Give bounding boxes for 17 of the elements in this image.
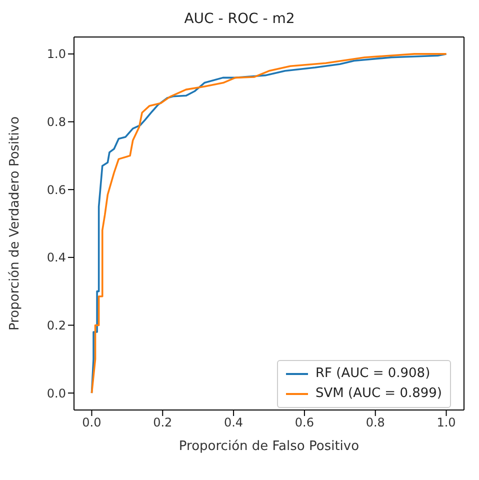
y-tick-label: 1.0 [46,47,66,62]
y-tick-label: 0.8 [46,115,66,130]
y-axis-title: Proporción de Verdadero Positivo [8,116,23,331]
y-tick-label: 0.6 [46,182,66,197]
x-axis-title: Proporción de Falso Positivo [178,439,360,454]
y-tick-label: 0.4 [46,250,66,265]
x-tick-label: 1.0 [436,416,456,430]
x-tick-label: 0.0 [82,416,102,430]
x-tick-label: 0.4 [224,416,244,430]
y-tick-label: 0.0 [46,386,66,400]
x-tick-label: 0.2 [153,416,172,430]
x-tick-label: 0.8 [366,416,385,430]
x-tick-label: 0.6 [294,416,314,430]
chart-title: AUC - ROC - m2 [183,10,296,29]
y-tick-label: 0.2 [46,318,66,332]
legend-label: RF (AUC = 0.908) [316,365,430,383]
legend-label: SVM (AUC = 0.899) [316,385,442,403]
